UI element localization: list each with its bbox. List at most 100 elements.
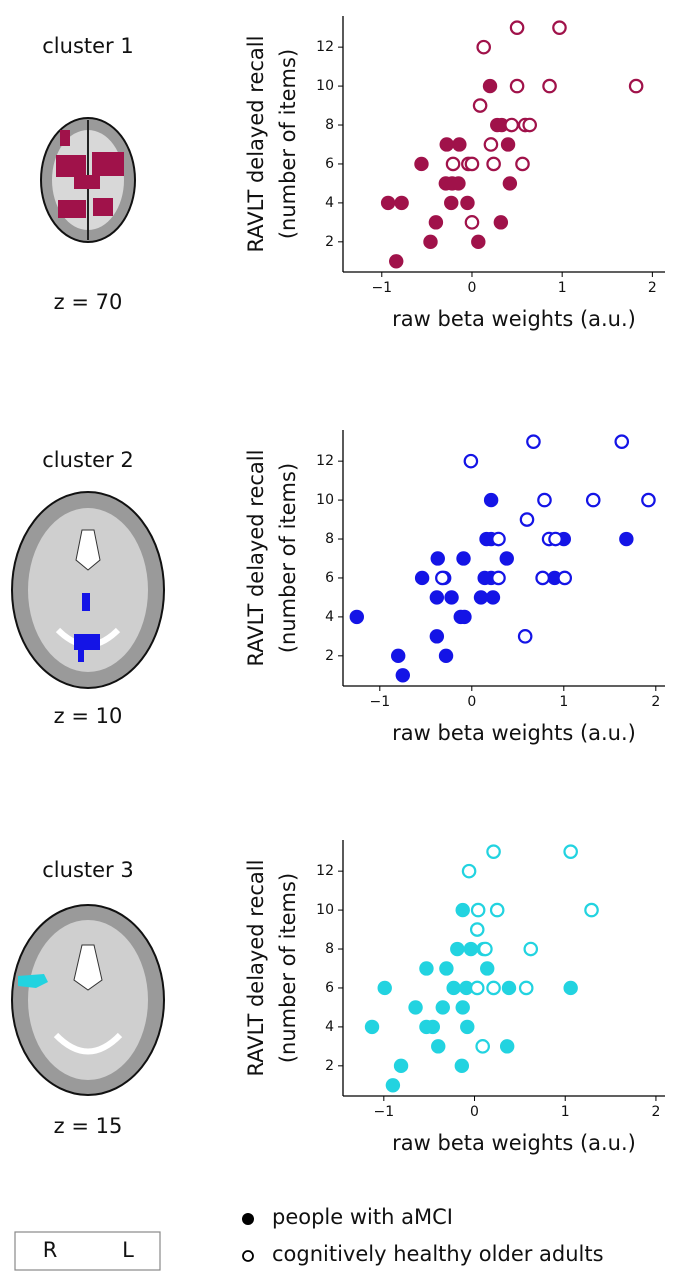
y-axis-label: (number of items) [276, 873, 300, 1063]
scatter-point [616, 435, 628, 447]
x-axis-label: raw beta weights (a.u.) [392, 307, 636, 331]
scatter-point [501, 137, 515, 151]
activation-blob [58, 200, 86, 218]
scatter-point [431, 1039, 445, 1053]
scatter-point [386, 1078, 400, 1092]
scatter-point [396, 668, 410, 682]
scatter-point [486, 590, 500, 604]
scatter-point [350, 610, 364, 624]
x-tick-label: 2 [651, 694, 660, 710]
scatter-point [464, 942, 478, 956]
scatter-point [553, 21, 565, 33]
brain-cortex [28, 920, 148, 1080]
scatter-point [391, 649, 405, 663]
scatter-point [492, 572, 504, 584]
y-tick-label: 10 [316, 902, 334, 918]
scatter-point [511, 80, 523, 92]
activation-blob [74, 175, 100, 189]
y-tick-label: 2 [325, 234, 334, 250]
activation-blob [92, 152, 124, 176]
scatter-point [444, 196, 458, 210]
scatter-point [472, 904, 484, 916]
scatter-point [452, 137, 466, 151]
scatter-point [520, 982, 532, 994]
y-axis-label: RAVLT delayed recall [244, 36, 268, 253]
x-tick-label: −1 [371, 280, 392, 296]
scatter-point [365, 1020, 379, 1034]
y-tick-label: 12 [316, 863, 334, 879]
scatter-point [587, 494, 599, 506]
brain-1 [41, 118, 135, 242]
scatter-point [456, 903, 470, 917]
scatter-point [487, 845, 499, 857]
scatter-point [415, 571, 429, 585]
activation-blob [93, 198, 113, 216]
scatter-point [527, 435, 539, 447]
orientation-box [15, 1232, 160, 1270]
scatter-point [455, 1059, 469, 1073]
scatter-point [484, 493, 498, 507]
scatter-point [444, 590, 458, 604]
y-tick-label: 10 [316, 492, 334, 508]
y-axis-label: (number of items) [276, 463, 300, 653]
scatter-point [408, 1000, 422, 1014]
scatter-point [564, 845, 576, 857]
x-tick-label: 2 [648, 280, 657, 296]
scatter-point [559, 572, 571, 584]
scatter-point [465, 455, 477, 467]
scatter-point [439, 961, 453, 975]
scatter-point [431, 551, 445, 565]
y-tick-label: 2 [325, 648, 334, 664]
activation-blob [60, 130, 70, 146]
scatter-point [487, 158, 499, 170]
scatter-point [436, 1000, 450, 1014]
scatter-point [457, 610, 471, 624]
orientation-right: R [43, 1238, 58, 1262]
scatter-point [524, 119, 536, 131]
scatter-point [429, 215, 443, 229]
scatter-point [381, 196, 395, 210]
x-tick-label: −1 [369, 694, 390, 710]
legend-marker [243, 1251, 253, 1261]
activation-blob [82, 593, 90, 611]
x-tick-label: 0 [470, 1104, 479, 1120]
y-tick-label: 8 [325, 531, 334, 547]
scatter-point [460, 1020, 474, 1034]
scatter-point [378, 981, 392, 995]
y-tick-label: 6 [325, 980, 334, 996]
scatter-point [494, 215, 508, 229]
activation-blob [56, 155, 86, 177]
scatter-point [642, 494, 654, 506]
scatter-point [478, 41, 490, 53]
scatter-point [430, 590, 444, 604]
x-axis-label: raw beta weights (a.u.) [392, 721, 636, 745]
scatter-point [487, 982, 499, 994]
scatter-point [491, 904, 503, 916]
scatter-point [389, 254, 403, 268]
scatter-point [466, 216, 478, 228]
y-tick-label: 10 [316, 78, 334, 94]
slice-label: z = 10 [54, 704, 123, 728]
scatter-point [619, 532, 633, 546]
scatter-point [521, 513, 533, 525]
x-tick-label: 1 [561, 1104, 570, 1120]
x-tick-label: 0 [467, 694, 476, 710]
scatter-point [480, 961, 494, 975]
y-axis-label: RAVLT delayed recall [244, 450, 268, 667]
legend-label: cognitively healthy older adults [272, 1242, 604, 1266]
scatter-point [476, 1040, 488, 1052]
scatter-point [463, 865, 475, 877]
y-tick-label: 6 [325, 156, 334, 172]
scatter-point [479, 943, 491, 955]
brain-3 [12, 905, 164, 1095]
scatter-point [536, 572, 548, 584]
slice-label: z = 70 [54, 290, 123, 314]
scatter-point [456, 551, 470, 565]
scatter-point [446, 981, 460, 995]
scatter-point [492, 533, 504, 545]
y-tick-label: 4 [325, 1019, 334, 1035]
scatter-point [439, 649, 453, 663]
scatter-point [471, 982, 483, 994]
scatter-point [483, 79, 497, 93]
scatter-point [503, 176, 517, 190]
